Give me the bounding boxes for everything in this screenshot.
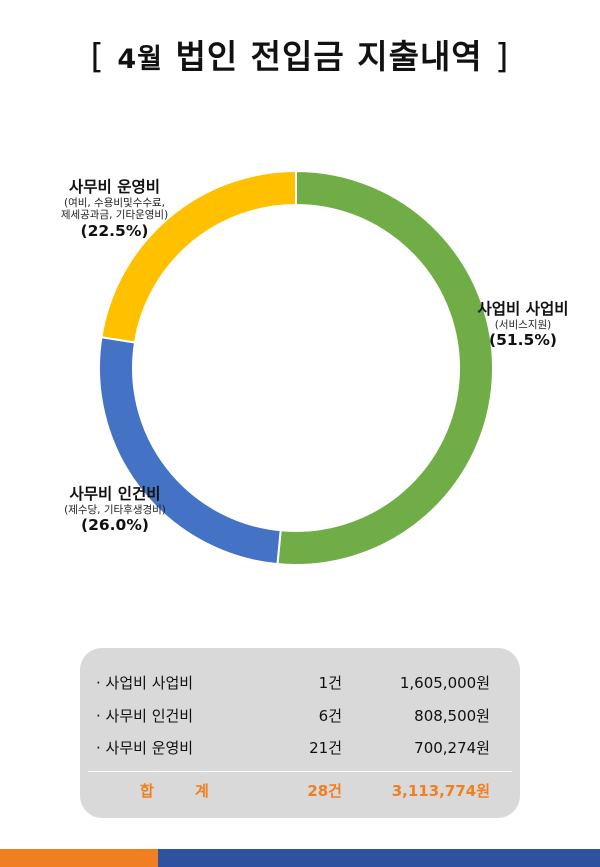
label-personnel: 사무비 인건비 (제수당, 기타후생경비) (26.0%) xyxy=(20,485,210,535)
label-operating-detail-2: 제세공과금, 기타운영비) xyxy=(60,209,169,222)
row-count: 21건 xyxy=(309,739,342,757)
label-personnel-pct: (26.0%) xyxy=(81,516,149,535)
label-operating-detail-1: (여비, 수용비및수수료, xyxy=(63,196,166,209)
row-amount: 808,500원 xyxy=(414,707,490,725)
label-operating-name: 사무비 운영비 xyxy=(69,178,160,196)
total-row: 합 계 28건 3,113,774원 xyxy=(80,780,520,804)
total-amount: 3,113,774원 xyxy=(391,782,490,800)
table-row: · 사무비 운영비 21건 700,274원 xyxy=(80,737,520,761)
label-personnel-detail: (제수당, 기타후생경비) xyxy=(64,503,166,516)
label-business-detail: (서비스지원) xyxy=(494,318,552,331)
footer-bar-blue xyxy=(158,849,600,867)
label-operating-pct: (22.5%) xyxy=(80,221,149,240)
title-close-bracket: ] xyxy=(495,37,510,77)
title-month: 4월 xyxy=(117,44,163,75)
label-business-pct: (51.5%) xyxy=(489,331,557,350)
label-business-name: 사업비 사업비 xyxy=(477,300,569,318)
label-operating: 사무비 운영비 (여비, 수용비및수수료, 제세공과금, 기타운영비) (22.… xyxy=(22,178,207,240)
donut-slice-2 xyxy=(100,169,297,344)
title-open-bracket: [ xyxy=(90,37,105,77)
row-item: · 사무비 운영비 xyxy=(96,739,194,757)
label-business: 사업비 사업비 (서비스지원) (51.5%) xyxy=(448,300,598,350)
row-item: · 사무비 인건비 xyxy=(96,707,194,725)
row-count: 1건 xyxy=(318,674,342,692)
donut-slice-0 xyxy=(276,169,494,566)
table-row: · 사업비 사업비 1건 1,605,000원 xyxy=(80,672,520,696)
total-count: 28건 xyxy=(307,782,342,800)
page-title: [ 4월 법인 전입금 지출내역 ] xyxy=(0,30,600,78)
row-amount: 1,605,000원 xyxy=(399,674,490,692)
donut-chart xyxy=(98,169,494,566)
table-divider xyxy=(88,771,512,772)
summary-table: · 사업비 사업비 1건 1,605,000원 · 사무비 인건비 6건 808… xyxy=(80,648,520,818)
row-amount: 700,274원 xyxy=(414,739,490,757)
footer-bar-orange xyxy=(0,849,158,867)
title-text: 법인 전입금 지출내역 xyxy=(175,37,483,76)
row-count: 6건 xyxy=(318,707,342,725)
table-row: · 사무비 인건비 6건 808,500원 xyxy=(80,705,520,729)
label-personnel-name: 사무비 인건비 xyxy=(69,485,161,503)
row-item: · 사업비 사업비 xyxy=(96,674,194,692)
total-item: 합 계 xyxy=(140,782,227,800)
